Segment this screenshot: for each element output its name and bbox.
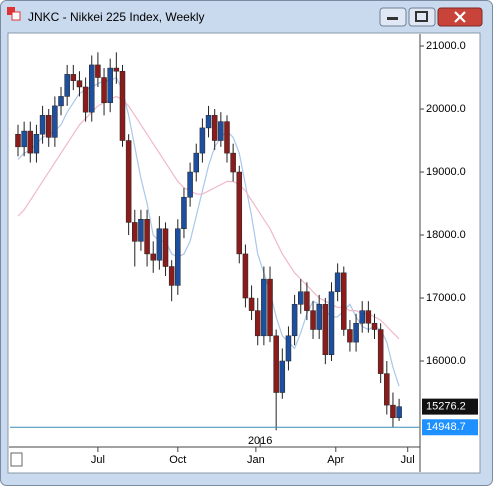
candle-body <box>273 335 279 393</box>
candle-body <box>138 219 144 242</box>
candle-body <box>328 291 335 355</box>
candle-body <box>322 304 329 355</box>
candle-body <box>254 310 261 337</box>
candle-body <box>187 171 193 198</box>
candle-body <box>310 310 316 330</box>
app-icon <box>11 11 21 21</box>
candle-body <box>248 297 255 311</box>
reference-label: 14948.7 <box>426 421 466 433</box>
candle-body <box>199 127 206 154</box>
close-icon <box>454 11 466 23</box>
candle-body <box>39 115 46 135</box>
candle-body <box>132 222 138 242</box>
candle-body <box>27 130 34 154</box>
candle-body <box>156 228 163 261</box>
candle-body <box>218 121 224 141</box>
candle-body <box>384 373 390 406</box>
candle-body <box>21 130 27 148</box>
app-icon <box>7 7 15 15</box>
candle-body <box>396 406 402 418</box>
candle-body <box>230 152 236 173</box>
candle-body <box>390 404 396 418</box>
candle-body <box>365 310 372 324</box>
candle-body <box>304 291 310 311</box>
candle-body <box>82 86 89 113</box>
candle-body <box>242 253 249 299</box>
candle-body <box>33 133 40 154</box>
candle-body <box>261 278 267 337</box>
last-price-label: 15276.2 <box>426 401 466 413</box>
y-tick-label: 21000.0 <box>426 40 466 52</box>
minimize-icon <box>387 17 398 20</box>
candle-body <box>64 74 70 97</box>
candle-body <box>297 291 304 305</box>
x-tick-label: Apr <box>327 454 344 466</box>
candle-body <box>45 115 52 138</box>
candle-body <box>224 121 230 154</box>
reference-label-box <box>422 419 478 436</box>
candle-body <box>15 133 21 148</box>
candle-body <box>205 115 212 129</box>
moving-average-line <box>17 95 400 340</box>
y-tick-label: 19000.0 <box>426 166 466 178</box>
maximize-icon <box>415 11 428 22</box>
candle-body <box>125 140 132 223</box>
x-tick-label: Jul <box>401 454 415 466</box>
candle-body <box>236 171 243 255</box>
candle-body <box>377 329 384 374</box>
candle-body <box>144 219 150 255</box>
candle-body <box>285 335 292 362</box>
candle-body <box>267 278 273 337</box>
candle-body <box>279 360 286 393</box>
candle-body <box>371 322 378 330</box>
moving-average-line <box>17 76 400 387</box>
candle-body <box>150 253 156 261</box>
x-tick-label: Oct <box>169 454 186 466</box>
candle-body <box>76 80 83 88</box>
candle-body <box>52 105 58 138</box>
candle-body <box>316 304 322 330</box>
scroll-box[interactable] <box>10 452 23 467</box>
candle-body <box>162 228 169 267</box>
candle-body <box>193 152 200 173</box>
y-tick-label: 17000.0 <box>426 292 466 304</box>
y-tick-label: 16000.0 <box>426 355 466 367</box>
window-title: JNKC - Nikkei 225 Index, Weekly <box>28 10 205 24</box>
candle-body <box>291 304 298 337</box>
candle-body <box>359 310 365 324</box>
candle-body <box>101 77 107 103</box>
candle-body <box>347 329 353 343</box>
candle-body <box>95 64 101 78</box>
candle-body <box>211 115 218 141</box>
maximize-button[interactable] <box>408 7 436 27</box>
candle-body <box>168 266 175 286</box>
candle-body <box>58 96 64 107</box>
y-tick-label: 20000.0 <box>426 103 466 115</box>
candle-body <box>113 67 120 72</box>
candle-body <box>119 70 126 141</box>
candle-body <box>341 272 347 330</box>
client-area <box>7 32 481 474</box>
y-tick-label: 18000.0 <box>426 229 466 241</box>
candle-body <box>70 74 77 81</box>
candle-body <box>334 272 341 292</box>
candle-body <box>181 196 187 229</box>
candle-body <box>353 322 359 343</box>
x-tick-label: Jul <box>91 454 105 466</box>
candle-body <box>107 67 113 103</box>
candle-body <box>89 64 95 113</box>
candle-body <box>175 228 181 286</box>
year-label: 2016 <box>248 435 272 447</box>
x-tick-label: Jan <box>247 454 265 466</box>
last-price-box <box>422 398 478 415</box>
